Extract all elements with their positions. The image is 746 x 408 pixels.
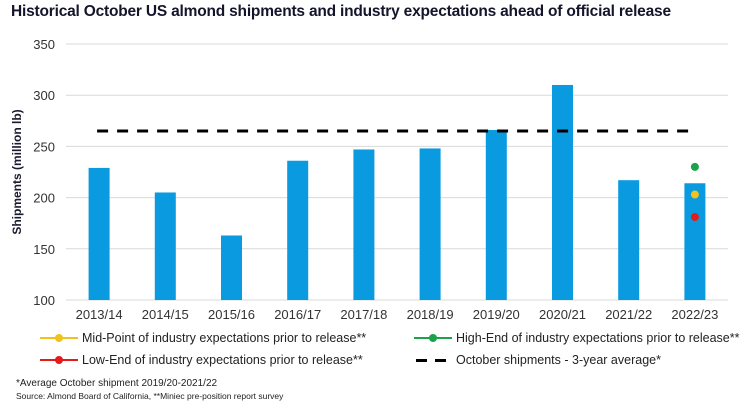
bar [684,183,706,300]
x-tick-label: 2019/20 [473,307,520,322]
bar [419,148,441,300]
y-tick-label: 300 [33,88,55,103]
y-tick-labels: 100 150 200 250 300 350 [33,37,55,308]
expectation-points [690,162,699,222]
y-tick-label: 150 [33,242,55,257]
bar [618,180,640,300]
bars [88,84,706,301]
expectation-point [690,162,699,171]
x-tick-label: 2016/17 [274,307,321,322]
legend-symbol-low-end [40,355,78,365]
bar [287,160,309,300]
y-tick-label: 200 [33,191,55,206]
expectation-point [690,213,699,222]
legend-symbol-average [414,355,452,365]
x-tick-label: 2020/21 [539,307,586,322]
footnote-source: Source: Almond Board of California, **Mi… [16,391,284,401]
x-tick-labels: 2013/14 2014/15 2015/16 2016/17 2017/18 2018/… [76,307,719,322]
bar [353,149,375,300]
gridlines [66,43,728,301]
x-tick-label: 2021/22 [605,307,652,322]
legend-label-high-end: High-End of industry expectations prior … [456,331,740,345]
x-tick-label: 2014/15 [142,307,189,322]
y-tick-label: 100 [33,293,55,308]
bar [552,84,573,301]
x-tick-label: 2013/14 [76,307,123,322]
x-tick-label: 2015/16 [208,307,255,322]
legend-item-high-end: High-End of industry expectations prior … [414,331,739,345]
bar [221,235,242,300]
legend-symbol-high-end [414,333,452,343]
legend-symbol-mid-point [40,333,78,343]
x-tick-label: 2018/19 [407,307,454,322]
expectation-point [690,190,699,199]
legend-label-low-end: Low-End of industry expectations prior t… [82,353,363,367]
legend-item-low-end: Low-End of industry expectations prior t… [40,353,363,367]
y-tick-label: 350 [33,37,55,52]
chart-plot: 100 150 200 250 300 350 Shipments (million lb… [10,37,728,322]
legend-label-average: October shipments - 3-year average* [456,353,661,367]
y-axis-label: Shipments (million lb) [10,109,24,234]
footnote-average: *Average October shipment 2019/20-2021/2… [16,378,218,389]
bar [154,192,176,300]
legend-item-average: October shipments - 3-year average* [414,353,661,367]
bar [88,167,110,300]
x-tick-label: 2017/18 [340,307,387,322]
bar [485,130,507,300]
legend-label-mid-point: Mid-Point of industry expectations prior… [82,331,367,345]
chart-title: Historical October US almond shipments a… [11,3,671,20]
legend-item-mid-point: Mid-Point of industry expectations prior… [40,331,366,345]
x-tick-label: 2022/23 [671,307,718,322]
y-tick-label: 250 [33,139,55,154]
